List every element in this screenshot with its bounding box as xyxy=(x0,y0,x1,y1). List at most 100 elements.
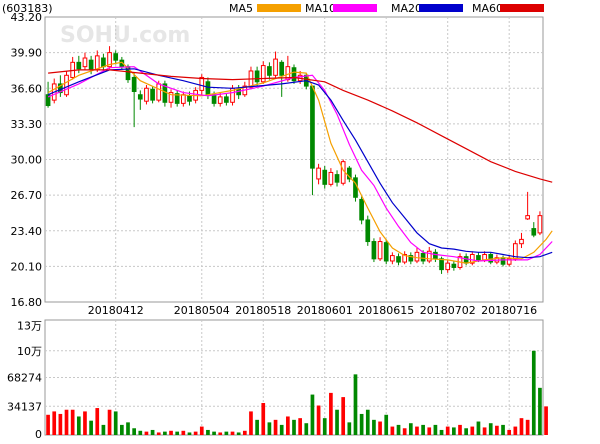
volume-bar xyxy=(126,422,130,435)
volume-bar xyxy=(95,408,100,435)
candle-body xyxy=(334,174,340,183)
price-panel: 43.20 39.90 36.60 33.30 30.00 26.70 23.40 20.10… xyxy=(11,11,553,317)
watermark: SOHU.com xyxy=(60,23,190,48)
volume-bar xyxy=(76,416,81,435)
volume-bar xyxy=(230,431,235,435)
volume-bar xyxy=(193,431,198,435)
price-y-tick-label: 43.20 xyxy=(11,11,43,24)
volume-bar xyxy=(113,411,118,435)
price-y-tick-label: 36.60 xyxy=(11,82,43,95)
volume-bar xyxy=(212,431,216,435)
volume-bar xyxy=(458,424,462,435)
volume-bar xyxy=(445,426,450,435)
candle-body xyxy=(273,58,278,76)
price-y-tick-label: 30.00 xyxy=(11,154,43,167)
volume-bar xyxy=(476,421,481,435)
volume-bar xyxy=(236,432,241,435)
volume-bar xyxy=(255,419,259,435)
volume-bar xyxy=(452,427,456,435)
legend-label-ma10: MA10 xyxy=(305,2,336,15)
candle-body xyxy=(82,57,88,68)
volume-bar xyxy=(310,394,315,435)
candle-body xyxy=(64,74,69,96)
volume-bar xyxy=(58,413,63,435)
candle-body xyxy=(205,81,211,96)
candle-body xyxy=(144,87,149,102)
volume-bar xyxy=(408,423,413,435)
volume-bar xyxy=(169,430,173,435)
volume-y-tick-label: 68274 xyxy=(7,372,42,385)
volume-bar xyxy=(329,392,333,435)
candle-body xyxy=(537,215,543,234)
volume-bar xyxy=(132,428,136,435)
x-tick-label: 20180412 xyxy=(88,304,144,317)
volume-bar xyxy=(206,429,210,435)
candle-body xyxy=(45,94,51,107)
candle-body xyxy=(365,219,371,243)
candle-body xyxy=(371,241,377,260)
stock-code: (603183) xyxy=(2,2,53,15)
price-y-tick-label: 39.90 xyxy=(11,47,43,60)
candle-body xyxy=(359,198,364,221)
volume-bar xyxy=(525,419,530,435)
volume-bar xyxy=(470,426,475,435)
candle-body xyxy=(469,254,475,264)
candle-body xyxy=(88,59,94,71)
candle-body xyxy=(76,61,82,70)
candle-body xyxy=(377,241,383,260)
candle-body xyxy=(353,177,358,198)
ma-line-ma5 xyxy=(47,61,553,264)
ma-line-ma60 xyxy=(48,69,553,183)
volume-bar xyxy=(322,418,327,435)
candle-body xyxy=(322,169,328,185)
candle-body xyxy=(328,171,334,185)
candle-body xyxy=(451,263,457,268)
candle-body xyxy=(463,256,469,264)
candle-body xyxy=(414,251,420,262)
volume-bar xyxy=(519,418,524,435)
volume-bar xyxy=(101,424,106,435)
volume-y-tick-label: 10万 xyxy=(17,345,42,358)
candle-body xyxy=(310,85,315,169)
candle-body xyxy=(476,255,481,261)
volume-bar xyxy=(224,431,229,435)
price-y-tick-label: 33.30 xyxy=(11,118,43,131)
volume-bar xyxy=(335,409,339,435)
volume-y-tick-label: 13万 xyxy=(17,320,42,333)
volume-bar xyxy=(175,431,180,435)
price-y-tick-label: 16.80 xyxy=(11,296,43,309)
volume-bar xyxy=(138,430,143,435)
volume-bar xyxy=(378,421,382,435)
volume-bar xyxy=(64,409,69,435)
candle-body xyxy=(137,94,143,100)
candle-body xyxy=(531,228,537,236)
volume-bar xyxy=(415,426,419,435)
candle-body xyxy=(390,255,395,262)
candle-body xyxy=(156,83,162,101)
volume-bar xyxy=(544,406,548,435)
volume-bar xyxy=(341,397,346,435)
legend-swatch-ma5 xyxy=(257,4,301,12)
volume-bar xyxy=(273,419,278,435)
candle-body xyxy=(107,52,112,68)
candle-body xyxy=(525,215,530,220)
candle-body xyxy=(187,95,192,102)
candle-body xyxy=(291,67,297,82)
candle-body xyxy=(482,254,487,261)
candle-body xyxy=(211,94,217,104)
volume-bar xyxy=(181,430,186,435)
volume-bar xyxy=(107,409,112,435)
volume-bar xyxy=(427,427,432,435)
volume-bar xyxy=(316,405,321,435)
volume-bar xyxy=(439,429,444,435)
legend-swatch-ma10 xyxy=(333,4,377,12)
volume-bar xyxy=(163,431,167,435)
volume-bar xyxy=(267,422,272,435)
candle-body xyxy=(224,96,229,103)
volume-bar xyxy=(83,411,87,435)
volume-bar xyxy=(384,414,389,435)
volume-bar xyxy=(359,413,364,435)
volume-bar xyxy=(347,422,352,435)
